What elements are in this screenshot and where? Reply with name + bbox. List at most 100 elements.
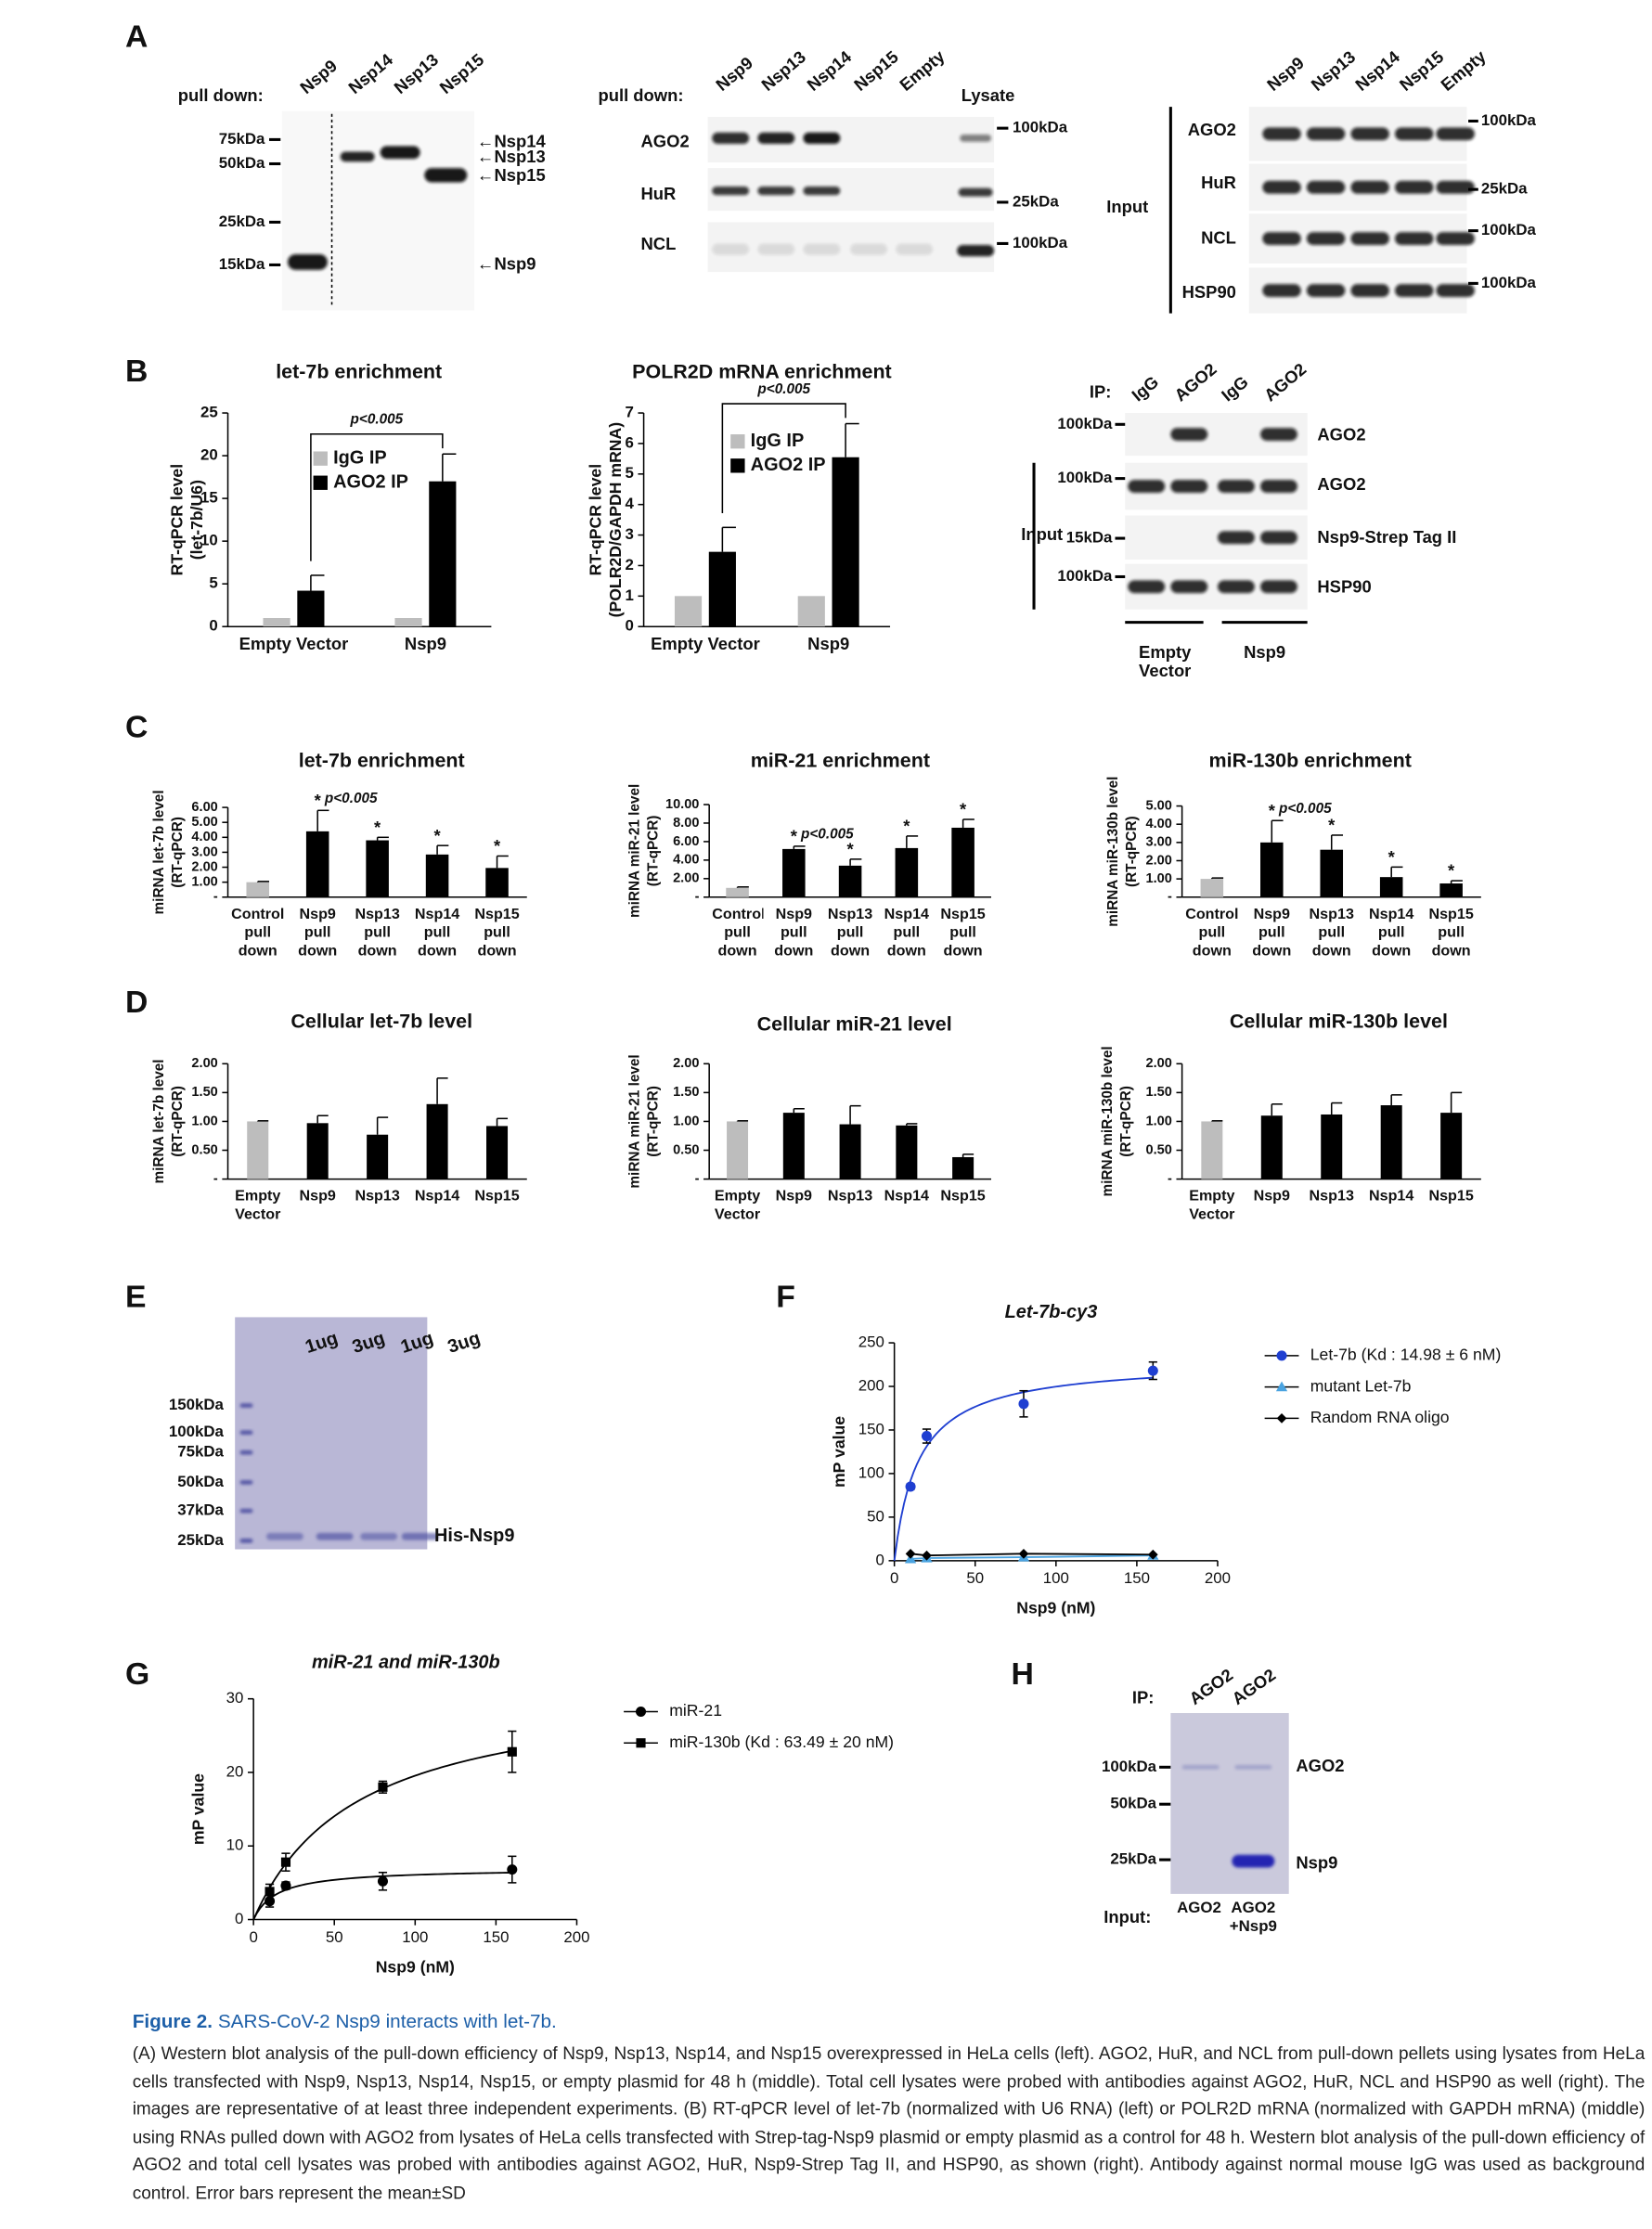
p-value-label: p<0.005: [324, 791, 378, 806]
band: [1262, 127, 1301, 141]
panel-label: A: [125, 19, 148, 54]
bar: [1379, 877, 1403, 897]
label-box: Empty Vector: [235, 1188, 280, 1223]
error-bar: [256, 881, 270, 883]
bar: [263, 618, 290, 627]
band: [1260, 428, 1297, 441]
band: [1350, 127, 1389, 141]
row-label: Nsp9-Strep Tag II: [1317, 527, 1456, 547]
marker-label: 50kDa: [219, 154, 265, 172]
row-label: AGO2: [1188, 120, 1236, 139]
label-box: Nsp9: [1244, 644, 1285, 662]
x-tick-label: 0: [249, 1928, 257, 1946]
y-tick-label: 3.00: [1146, 835, 1172, 850]
bar: [394, 618, 422, 627]
error-bar: [906, 835, 919, 848]
legend-marker: [1276, 1350, 1287, 1361]
label-box: Nsp14: [415, 1188, 459, 1205]
lane-label: AGO2: [1170, 359, 1220, 406]
p-value-label: p<0.005: [756, 381, 810, 397]
x-tick-label: Control pull down: [712, 905, 763, 960]
bar: [797, 596, 825, 627]
bar: [297, 590, 325, 627]
bar: [1321, 1114, 1343, 1179]
y-axis-label: miRNA miR-21 level: [626, 1054, 642, 1188]
band: [1350, 284, 1389, 297]
bar: [1200, 879, 1224, 897]
row-label: AGO2: [641, 131, 690, 150]
series-line: [910, 1554, 1154, 1560]
significance-mark: *: [374, 818, 381, 837]
marker-label: 15kDa: [219, 255, 265, 273]
lane-label: Empty: [896, 45, 949, 95]
x-tick-label: Nsp15 pull down: [474, 905, 520, 960]
lane-label: Nsp13: [757, 46, 809, 95]
legend-swatch: [730, 434, 745, 449]
band: [1395, 127, 1434, 141]
panel-label: F: [776, 1279, 795, 1314]
y-tick-label: 100: [858, 1463, 884, 1481]
marker-label: 100kDa: [169, 1423, 225, 1440]
legend-label: IgG IP: [751, 431, 805, 451]
band: [1260, 580, 1297, 594]
chart-title: let-7b enrichment: [299, 750, 465, 772]
chart-title: Cellular miR-130b level: [1230, 1010, 1448, 1032]
lane-label: Nsp14: [1351, 46, 1403, 95]
y-tick-label: 1.00: [1146, 1114, 1172, 1128]
band: [1262, 180, 1301, 194]
band: [1350, 232, 1389, 245]
y-tick-label: 150: [858, 1420, 884, 1437]
band: [401, 1532, 439, 1540]
y-tick-label: 2.00: [1146, 1056, 1172, 1071]
band: [265, 1532, 303, 1540]
error-bar: [1450, 880, 1463, 884]
y-tick-label: 0: [209, 617, 217, 635]
band: [1217, 531, 1255, 545]
marker-label: 25kDa: [219, 213, 265, 230]
y-tick-label: 10.00: [665, 797, 699, 812]
label-box: Nsp15 pull down: [474, 905, 520, 960]
panel-label: H: [1011, 1656, 1033, 1692]
bar: [485, 868, 509, 897]
point: [378, 1782, 388, 1792]
error-bar: [436, 1077, 448, 1104]
row-label: Nsp9: [1296, 1853, 1337, 1873]
bar: [1201, 1121, 1223, 1179]
band: [958, 187, 993, 197]
y-tick-label: 4: [625, 495, 634, 512]
lane-label: Nsp14: [344, 49, 396, 97]
legend-label: miR-21: [669, 1701, 722, 1720]
caption-title: Figure 2. SARS-CoV-2 Nsp9 interacts with…: [133, 2011, 1646, 2032]
bar: [247, 1121, 269, 1179]
chart-title: let-7b enrichment: [276, 361, 442, 383]
x-tick-label: Nsp9 pull down: [298, 905, 338, 960]
marker-label: 75kDa: [219, 130, 265, 148]
significance-mark: *: [903, 817, 910, 836]
band: [1395, 180, 1434, 194]
row-label: HuR: [1201, 173, 1236, 192]
x-tick-label: Nsp13 pull down: [355, 905, 400, 960]
p-value-label: p<0.005: [800, 827, 854, 843]
chart-title: Cellular miR-21 level: [757, 1013, 952, 1036]
row-label: AGO2: [1317, 474, 1365, 494]
x-tick-label: Nsp15 pull down: [940, 905, 986, 960]
y-tick-label: 1.00: [191, 1114, 217, 1128]
band: [1436, 232, 1475, 245]
y-tick-label: 1.00: [191, 874, 217, 889]
lane-label: IgG: [1128, 372, 1162, 406]
y-tick-label: 50: [867, 1507, 884, 1525]
band: [896, 243, 934, 255]
y-tick-label: 6.00: [191, 800, 217, 815]
point: [921, 1431, 933, 1442]
band: [957, 244, 995, 257]
p-value-label: p<0.005: [350, 411, 404, 427]
x-tick-label: 200: [1205, 1569, 1231, 1587]
legend-swatch: [730, 458, 745, 473]
band: [1170, 480, 1208, 493]
x-tick-label: Empty Vector: [239, 635, 349, 654]
label-box: Nsp13 pull down: [355, 905, 400, 960]
significance-mark: *: [1388, 847, 1396, 867]
band: [1128, 580, 1166, 594]
